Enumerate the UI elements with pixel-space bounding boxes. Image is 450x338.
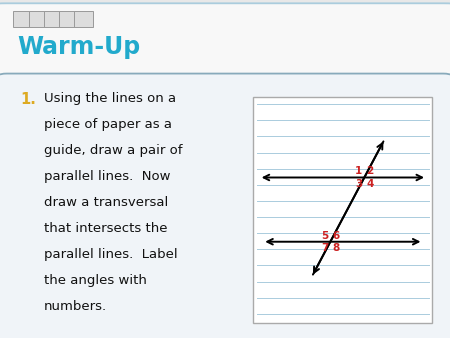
FancyBboxPatch shape (44, 10, 62, 26)
Text: 5: 5 (321, 231, 328, 241)
Text: guide, draw a pair of: guide, draw a pair of (44, 144, 182, 157)
Text: 7: 7 (321, 243, 328, 253)
Text: numbers.: numbers. (44, 300, 107, 313)
FancyBboxPatch shape (59, 10, 77, 26)
Text: draw a transversal: draw a transversal (44, 196, 168, 209)
Text: 1.: 1. (20, 93, 36, 107)
FancyBboxPatch shape (0, 3, 450, 79)
Text: Warm-Up: Warm-Up (18, 35, 141, 59)
Text: 2: 2 (366, 166, 373, 176)
Text: Using the lines on a: Using the lines on a (44, 93, 176, 105)
Text: parallel lines.  Label: parallel lines. Label (44, 248, 177, 261)
Text: 3: 3 (356, 178, 363, 189)
FancyBboxPatch shape (29, 10, 47, 26)
Text: piece of paper as a: piece of paper as a (44, 118, 172, 131)
Text: the angles with: the angles with (44, 274, 147, 287)
Text: 1: 1 (356, 166, 363, 176)
Text: that intersects the: that intersects the (44, 222, 167, 235)
Text: 8: 8 (332, 243, 339, 253)
FancyBboxPatch shape (0, 74, 450, 338)
Text: 4: 4 (366, 178, 373, 189)
FancyBboxPatch shape (14, 10, 32, 26)
FancyBboxPatch shape (74, 10, 93, 26)
Text: 6: 6 (332, 231, 339, 241)
Text: parallel lines.  Now: parallel lines. Now (44, 170, 171, 183)
